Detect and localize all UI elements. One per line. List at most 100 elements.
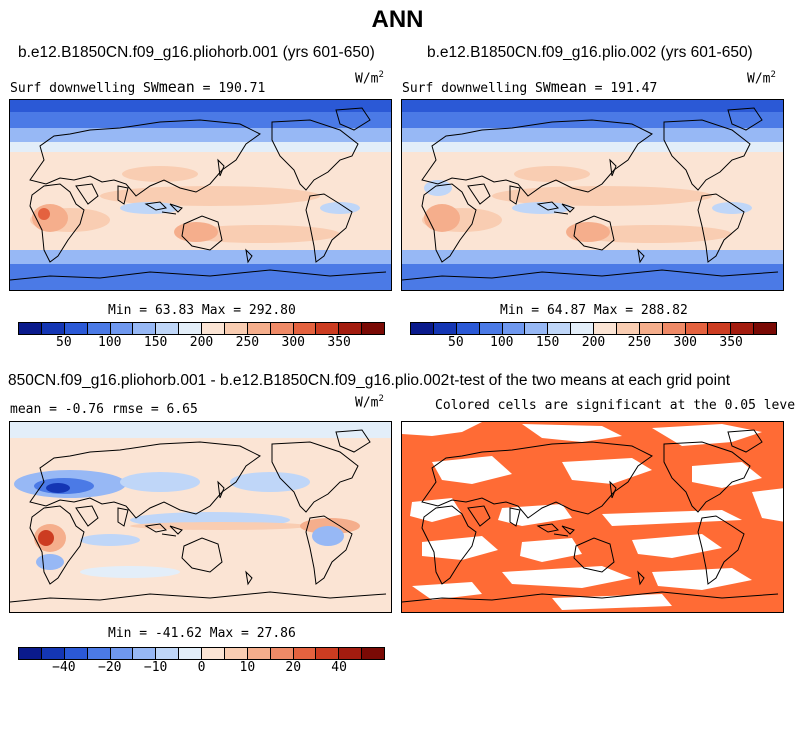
colorbar-3-swatch [87, 648, 111, 659]
colorbar-1-swatch [110, 323, 134, 334]
colorbar-2-swatch [685, 323, 709, 334]
panel-1-mean-label: Surf downwelling SWmean = 190.71 [10, 78, 265, 96]
colorbar-3-swatch [110, 648, 134, 659]
panel-3-units-exp: 2 [378, 394, 384, 404]
panel-1-mean-word: mean [158, 78, 195, 96]
colorbar-1 [18, 322, 385, 335]
panel-1-mean-value: = 190.71 [202, 81, 266, 96]
colorbar-2-tick-label: 150 [535, 335, 560, 350]
colorbar-3-tick-label: 10 [239, 660, 256, 675]
colorbar-3-swatch [41, 648, 65, 659]
colorbar-2-swatch [433, 323, 457, 334]
colorbar-1-tick-label: 300 [281, 335, 305, 350]
colorbar-1-swatch [133, 323, 157, 334]
colorbar-3-ticks: −40 −20 −10 0 10 20 40 [18, 660, 385, 678]
colorbar-3-swatch [293, 648, 317, 659]
colorbar-3-tick-label: 0 [197, 660, 206, 675]
colorbar-3-swatch [270, 648, 294, 659]
colorbar-3-tick-label: 20 [285, 660, 302, 675]
colorbar-2-swatch [754, 323, 776, 334]
panel-2-mean-word: mean [550, 78, 587, 96]
colorbar-3-tick-label: −40 [52, 660, 76, 675]
panel-3-map [9, 421, 392, 613]
colorbar-2-swatch [731, 323, 755, 334]
panel-1-units: W/m2 [355, 70, 384, 86]
colorbar-1-swatch [64, 323, 88, 334]
colorbar-2-tick-label: 200 [581, 335, 606, 350]
colorbar-1-tick-label: 350 [327, 335, 351, 350]
colorbar-2-tick-label: 350 [719, 335, 743, 350]
colorbar-1-swatch [202, 323, 225, 334]
colorbar-1-ticks: 50 100 150 200 250 300 350 [18, 335, 385, 353]
colorbar-1-tick-label: 250 [235, 335, 260, 350]
colorbar-2-swatch [594, 323, 617, 334]
colorbar-3-swatch [339, 648, 363, 659]
colorbar-2-swatch [525, 323, 549, 334]
colorbar-2-tick-label: 300 [673, 335, 697, 350]
panel-3-minmax: Min = -41.62 Max = 27.86 [108, 626, 296, 641]
colorbar-2-swatch [616, 323, 640, 334]
colorbar-3-tick-label: −20 [98, 660, 122, 675]
colorbar-3-tick-label: −10 [143, 660, 168, 675]
colorbar-2 [410, 322, 777, 335]
panel-1-map [9, 99, 392, 291]
panel-2-units: W/m2 [747, 70, 776, 86]
colorbar-3 [18, 647, 385, 660]
colorbar-2-swatch [456, 323, 480, 334]
colorbar-2-swatch [662, 323, 686, 334]
colorbar-2-swatch [502, 323, 526, 334]
panel-2-map [401, 99, 784, 291]
colorbar-1-swatch [362, 323, 384, 334]
panel-2-units-exp: 2 [770, 70, 776, 80]
colorbar-3-swatch [316, 648, 340, 659]
panel-2-mean-value: = 191.47 [594, 81, 658, 96]
panel-1-field: Surf downwelling SW [10, 81, 159, 96]
colorbar-2-swatch [571, 323, 594, 334]
colorbar-3-swatch [179, 648, 202, 659]
colorbar-1-swatch [339, 323, 363, 334]
colorbar-2-ticks: 50 100 150 200 250 300 350 [410, 335, 777, 353]
colorbar-1-swatch [179, 323, 202, 334]
panel-1-title: b.e12.B1850CN.f09_g16.pliohorb.001 (yrs … [18, 44, 375, 61]
colorbar-3-swatch [247, 648, 271, 659]
colorbar-3-swatch [156, 648, 180, 659]
colorbar-1-swatch [224, 323, 248, 334]
panel-3-units: W/m2 [355, 394, 384, 410]
panel-2-field: Surf downwelling SW [402, 81, 551, 96]
colorbar-2-swatch [548, 323, 572, 334]
colorbar-3-swatch [202, 648, 225, 659]
colorbar-2-tick-label: 100 [490, 335, 514, 350]
colorbar-1-swatch [87, 323, 111, 334]
panel-1-units-base: W/m [355, 71, 379, 87]
colorbar-2-tick-label: 250 [627, 335, 652, 350]
panel-1-units-exp: 2 [378, 70, 384, 80]
panel-4-map [401, 421, 784, 613]
colorbar-1-swatch [41, 323, 65, 334]
colorbar-1-swatch [293, 323, 317, 334]
panel-2-mean-label: Surf downwelling SWmean = 191.47 [402, 78, 657, 96]
panel-2-units-base: W/m [747, 71, 771, 87]
colorbar-1-tick-label: 50 [56, 335, 72, 350]
panel-1-minmax: Min = 63.83 Max = 292.80 [108, 303, 296, 318]
colorbar-3-swatch [64, 648, 88, 659]
colorbar-3-swatch [362, 648, 384, 659]
colorbar-1-tick-label: 200 [189, 335, 214, 350]
panel-3-title: 850CN.f09_g16.pliohorb.001 - b.e12.B1850… [8, 372, 450, 389]
panel-3-stats: mean = -0.76 rmse = 6.65 [10, 402, 198, 417]
panel-2-minmax: Min = 64.87 Max = 288.82 [500, 303, 688, 318]
colorbar-1-swatch [316, 323, 340, 334]
colorbar-2-swatch [411, 323, 434, 334]
panel-4-subtitle: Colored cells are significant at the 0.0… [435, 398, 795, 413]
colorbar-1-swatch [156, 323, 180, 334]
colorbar-2-swatch [708, 323, 732, 334]
colorbar-1-swatch [19, 323, 42, 334]
panel-2-title: b.e12.B1850CN.f09_g16.plio.002 (yrs 601-… [427, 44, 753, 61]
colorbar-3-swatch [224, 648, 248, 659]
panel-4-title: t-test of the two means at each grid poi… [450, 372, 731, 390]
colorbar-3-swatch [133, 648, 157, 659]
main-title: ANN [371, 6, 424, 33]
colorbar-3-swatch [19, 648, 42, 659]
colorbar-3-tick-label: 40 [331, 660, 347, 675]
colorbar-1-swatch [247, 323, 271, 334]
colorbar-1-swatch [270, 323, 294, 334]
